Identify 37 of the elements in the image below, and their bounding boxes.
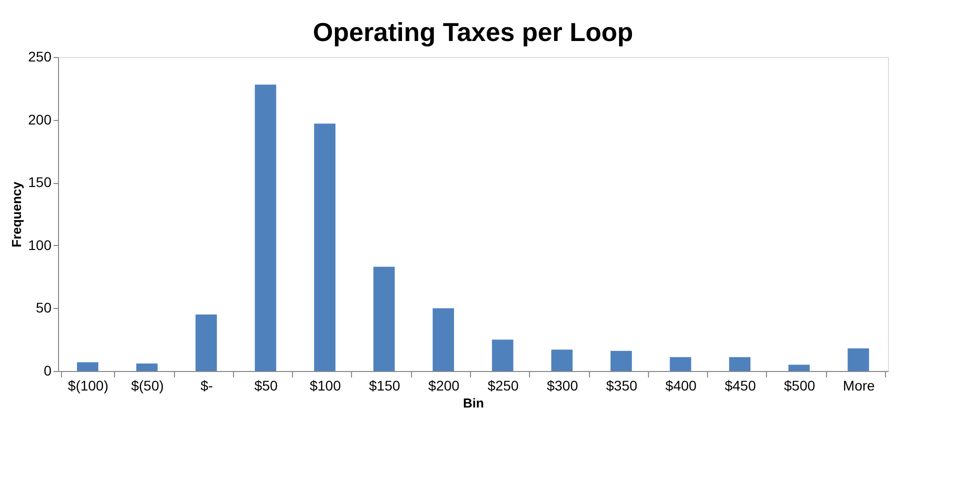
bar (610, 350, 632, 371)
bar (432, 308, 454, 371)
x-tick-label: $350 (606, 378, 638, 394)
x-tick-label: $300 (546, 378, 578, 394)
x-tick-label: $150 (368, 378, 400, 394)
y-tick-label: 50 (36, 300, 52, 316)
bar (136, 363, 158, 371)
x-tick-label: $500 (784, 378, 816, 394)
bar (848, 348, 870, 371)
x-tick-label: $(100) (68, 378, 108, 394)
x-axis-title: Bin (463, 396, 484, 410)
bar (788, 364, 810, 371)
y-tick-label: 100 (28, 236, 52, 253)
x-tick-label: More (842, 378, 876, 394)
y-tick-label: 250 (28, 48, 52, 64)
y-tick-label: 150 (28, 174, 52, 190)
chart-title: Operating Taxes per Loop (312, 17, 634, 47)
x-tick-label: $250 (488, 378, 519, 394)
x-tick-label: $50 (254, 378, 278, 394)
x-tick-label: $100 (310, 378, 342, 394)
bar (196, 314, 217, 371)
x-tick-label: $- (200, 378, 214, 394)
bar (373, 266, 395, 371)
bar (254, 84, 276, 371)
y-tick-label: 0 (44, 362, 52, 378)
bar (76, 362, 98, 371)
x-tick-label: $200 (428, 378, 460, 394)
x-tick-label: $450 (724, 378, 756, 394)
bar (729, 357, 750, 371)
x-tick-label: $(50) (131, 378, 164, 394)
bar (551, 350, 573, 371)
x-tick-label: $400 (665, 378, 697, 394)
y-axis-title: Frequency (9, 180, 24, 248)
bar (314, 124, 336, 371)
y-tick-label: 200 (28, 111, 52, 128)
bar (492, 340, 514, 371)
bar (670, 357, 692, 371)
